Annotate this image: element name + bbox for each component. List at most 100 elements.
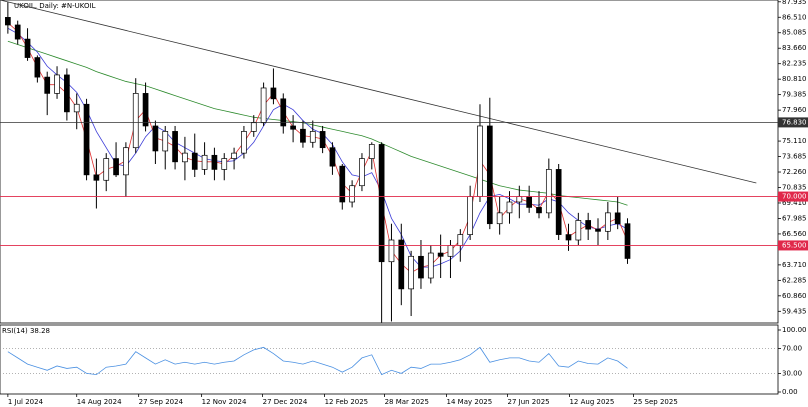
candle-body bbox=[496, 212, 503, 225]
candle-body bbox=[24, 38, 31, 58]
level-label-box bbox=[778, 117, 808, 128]
candle-body bbox=[5, 17, 11, 26]
x-tick-label: 27 Jun 2025 bbox=[508, 398, 550, 406]
chart-title: UKOIL, Daily: #N-UKOIL bbox=[14, 2, 96, 10]
candle-body bbox=[486, 125, 493, 225]
rsi-y-tick-label: 30.00 bbox=[782, 369, 802, 377]
y-tick-label: 79.385 bbox=[782, 91, 807, 99]
y-tick-label: 70.835 bbox=[782, 183, 807, 191]
x-tick-label: 14 Aug 2024 bbox=[77, 398, 122, 406]
candle-body bbox=[270, 87, 277, 100]
candle-body bbox=[526, 196, 533, 208]
candle-body bbox=[516, 196, 523, 203]
x-tick-label: 27 Sep 2024 bbox=[139, 398, 184, 406]
candle-body bbox=[34, 57, 41, 78]
candle-body bbox=[231, 152, 237, 159]
candle-body bbox=[201, 154, 208, 170]
x-tick-label: 28 Mar 2025 bbox=[385, 398, 429, 406]
x-tick-label: 12 Aug 2025 bbox=[569, 398, 614, 406]
candle-body bbox=[506, 201, 513, 214]
candle-body bbox=[408, 255, 414, 290]
candle-body bbox=[624, 223, 631, 259]
candle-body bbox=[368, 144, 375, 159]
candle-body bbox=[437, 252, 444, 257]
candle-body bbox=[595, 228, 601, 232]
candle-body bbox=[132, 93, 139, 149]
level-label-box bbox=[778, 240, 808, 251]
x-tick-label: 14 May 2025 bbox=[447, 398, 493, 406]
trendline bbox=[0, 0, 757, 184]
candle-body bbox=[467, 196, 473, 235]
x-tick-label: 25 Sep 2025 bbox=[633, 398, 677, 406]
candle-body bbox=[113, 158, 119, 176]
candle-body bbox=[191, 152, 198, 170]
candle-body bbox=[319, 131, 326, 149]
x-tick-label: 12 Feb 2025 bbox=[325, 398, 369, 406]
level-label-box bbox=[778, 191, 808, 202]
candle-body bbox=[349, 185, 355, 203]
y-tick-label: 85.085 bbox=[782, 29, 807, 37]
y-tick-label: 73.685 bbox=[782, 153, 807, 161]
candle-body bbox=[447, 245, 454, 257]
candle-body bbox=[172, 131, 178, 163]
candle-body bbox=[290, 125, 296, 130]
candle-body bbox=[378, 144, 385, 263]
candle-body bbox=[221, 158, 228, 170]
candle-body bbox=[329, 147, 336, 167]
y-tick-label: 75.110 bbox=[782, 137, 807, 145]
y-tick-label: 72.260 bbox=[782, 168, 807, 176]
candle-body bbox=[152, 125, 159, 152]
y-tick-label: 82.235 bbox=[782, 60, 807, 68]
candle-body bbox=[359, 158, 365, 187]
y-tick-label: 80.810 bbox=[782, 75, 807, 83]
candle-body bbox=[280, 98, 287, 127]
y-tick-label: 83.660 bbox=[782, 44, 807, 52]
y-tick-label: 59.435 bbox=[782, 307, 807, 315]
candle-body bbox=[614, 212, 621, 225]
rsi-y-tick-label: 100.00 bbox=[782, 326, 807, 334]
rsi-y-tick-label: 70.00 bbox=[782, 345, 802, 353]
candle-body bbox=[300, 128, 306, 143]
candle-body bbox=[585, 220, 592, 230]
candle-body bbox=[211, 154, 218, 170]
candle-body bbox=[555, 169, 562, 235]
candle-body bbox=[54, 74, 60, 94]
candle-body bbox=[339, 165, 346, 203]
candle-body bbox=[162, 131, 169, 152]
y-tick-label: 87.935 bbox=[782, 0, 807, 6]
candle-body bbox=[536, 207, 542, 214]
candle-body bbox=[73, 103, 80, 113]
candle-body bbox=[83, 103, 90, 176]
price-panel-frame bbox=[0, 0, 779, 324]
candle-body bbox=[575, 220, 582, 241]
level-label: 65.500 bbox=[782, 241, 807, 249]
rsi-panel-frame bbox=[0, 324, 779, 395]
candle-body bbox=[93, 174, 100, 181]
y-tick-label: 62.285 bbox=[782, 276, 807, 284]
moving-average bbox=[7, 40, 628, 206]
level-label: 76.830 bbox=[782, 118, 807, 126]
candle-body bbox=[14, 24, 21, 40]
x-tick-label: 12 Nov 2024 bbox=[202, 398, 247, 406]
x-tick-label: 27 Dec 2024 bbox=[263, 398, 308, 406]
candle-body bbox=[182, 152, 188, 163]
rsi-y-tick-label: 0.00 bbox=[782, 388, 798, 396]
x-tick-label: 1 Jul 2024 bbox=[8, 398, 44, 406]
candle-body bbox=[250, 122, 257, 132]
candle-body bbox=[309, 131, 316, 143]
level-label: 70.000 bbox=[782, 193, 807, 201]
candle-body bbox=[457, 234, 464, 246]
y-tick-label: 67.985 bbox=[782, 214, 807, 222]
candle-body bbox=[477, 125, 483, 197]
candle-body bbox=[398, 239, 405, 290]
moving-average bbox=[7, 27, 628, 268]
rsi-title: RSI(14) 38.28 bbox=[2, 327, 50, 335]
candle-body bbox=[427, 252, 434, 279]
y-tick-label: 86.510 bbox=[782, 13, 807, 21]
candle-body bbox=[241, 131, 247, 154]
candle-body bbox=[44, 76, 51, 94]
y-tick-label: 77.960 bbox=[782, 106, 807, 114]
candle-body bbox=[142, 93, 149, 127]
candle-body bbox=[260, 87, 267, 124]
